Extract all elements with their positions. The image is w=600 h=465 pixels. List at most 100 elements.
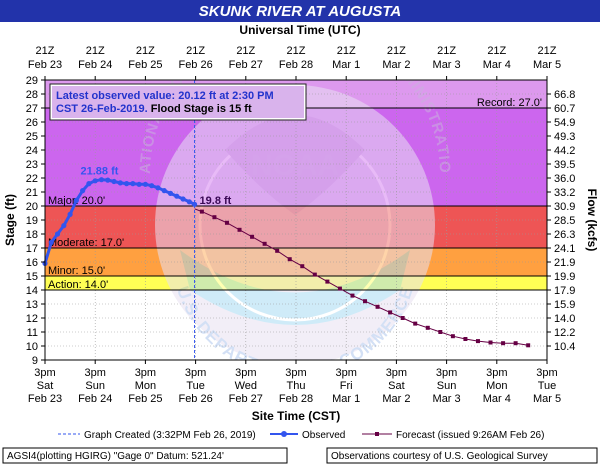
y-tick-label: 16 [26,257,38,269]
y-tick-label: 21 [26,187,38,199]
x-tick-date: Feb 28 [279,393,313,405]
x-tick-time: 3pm [235,367,256,379]
observed-point [73,197,79,203]
y-tick-label: 17 [26,243,38,255]
y-tick-label: 19 [26,215,38,227]
observed-point [155,185,161,191]
x-tick-date: Feb 27 [229,393,263,405]
x-tick-weekday: Thu [287,380,306,392]
observed-point [54,231,61,237]
y2-tick-label: 44.2 [554,145,575,157]
x-tick-weekday: Fri [340,380,353,392]
right-axis-ticks: 10.4 12.2 14.0 15.9 17.9 19.9 21.9 24.1 26.3 28.5… [547,89,575,353]
y2-tick-label: 12.2 [554,327,575,339]
y-tick-label: 29 [26,75,38,87]
y-tick-label: 14 [26,285,38,297]
forecast-point [488,340,493,345]
x-tick-date: Mar 1 [332,393,360,405]
forecast-point [400,316,405,320]
legend-forecast-marker [375,432,379,436]
y-tick-label: 11 [27,327,38,339]
forecast-point [312,272,317,277]
observed-point [186,199,192,205]
y-tick-label: 27 [26,103,38,115]
forecast-point [300,264,305,269]
top-tick-time: 21Z [437,45,456,57]
watermark-water [180,250,410,325]
observed-point [136,181,142,187]
forecast-point [224,220,229,225]
chart-title: SKUNK RIVER AT AUGUSTA [199,3,402,20]
x-tick-weekday: Sun [85,380,105,392]
observed-point [92,178,98,184]
x-tick-date: Mar 3 [433,393,461,405]
forecast-point [375,304,380,309]
y2-tick-label: 33.2 [554,187,575,199]
y-tick-label: 26 [26,117,38,129]
legend-observed-marker [281,431,287,437]
observed-series [42,177,198,266]
top-tick-date: Feb 25 [128,59,162,71]
forecast-point [475,339,480,344]
x-tick-date: Feb 25 [128,393,162,405]
peak-label: 21.88 ft [81,166,119,178]
forecast-series [194,208,531,348]
top-tick-date: Feb 28 [279,59,313,71]
footer-datum: AGSI4(plotting HGIRG) "Gage 0" Datum: 52… [7,451,224,462]
x-tick-date: Mar 2 [382,393,410,405]
top-tick-date: Mar 3 [433,59,461,71]
y-tick-label: 25 [26,131,38,143]
y2-tick-label: 39.5 [554,159,575,171]
top-tick-date: Mar 2 [382,59,410,71]
x-tick-date: Feb 23 [28,393,62,405]
forecast-point [275,248,280,253]
y-tick-label: 13 [26,299,38,311]
legend-forecast: Forecast (issued 9:26AM Feb 26) [396,430,544,441]
top-tick-date: Mar 4 [483,59,511,71]
forecast-point [250,234,255,239]
x-tick-time: 3pm [386,367,407,379]
forecast-point [262,241,267,246]
forecast-point [413,321,418,326]
observed-point [111,178,117,185]
x-tick-date: Mar 5 [533,393,561,405]
forecast-point [501,341,506,346]
forecast-point [287,257,292,262]
x-tick-date: Mar 4 [483,393,511,405]
observed-point [174,193,180,199]
x-tick-weekday: Sun [437,380,457,392]
top-tick-time: 21Z [236,45,255,57]
y2-tick-label: 17.9 [554,285,575,297]
top-tick-date: Feb 23 [28,59,62,71]
legend-observed: Observed [302,430,345,441]
y2-tick-label: 10.4 [554,341,575,353]
x-tick-date: Feb 24 [78,393,112,405]
observed-point [191,201,198,207]
forecast-point [337,286,342,291]
top-tick-time: 21Z [287,45,306,57]
x-tick-weekday: Tue [538,380,557,392]
x-tick-time: 3pm [135,367,156,379]
observed-point [98,177,105,183]
forecast-point [325,279,330,284]
forecast-point [350,293,355,298]
footer-credit-box [326,447,598,464]
y-tick-label: 15 [26,271,38,283]
top-tick-date: Mar 1 [332,59,360,71]
forecast-point [513,341,518,346]
footer-credit: Observations courtesy of U.S. Geological… [331,451,548,462]
observed-point [105,177,111,183]
x-tick-time: 3pm [486,367,507,379]
legend-graph-created: Graph Created (3:32PM Feb 26, 2019) [84,430,256,441]
point-labels: 21.88 ft 19.8 ft [81,166,232,207]
forecast-point [388,310,393,315]
y2-tick-label: 14.0 [554,313,575,325]
forecast-point [438,330,443,334]
y2-tick-label: 49.3 [554,131,575,143]
y-tick-label: 23 [26,159,38,171]
observed-point [180,196,186,202]
forecast-point [526,343,531,348]
noaa-watermark: NATIONAL OCEANIC AND ATMOSPHERIC ADMINIS… [45,80,452,360]
